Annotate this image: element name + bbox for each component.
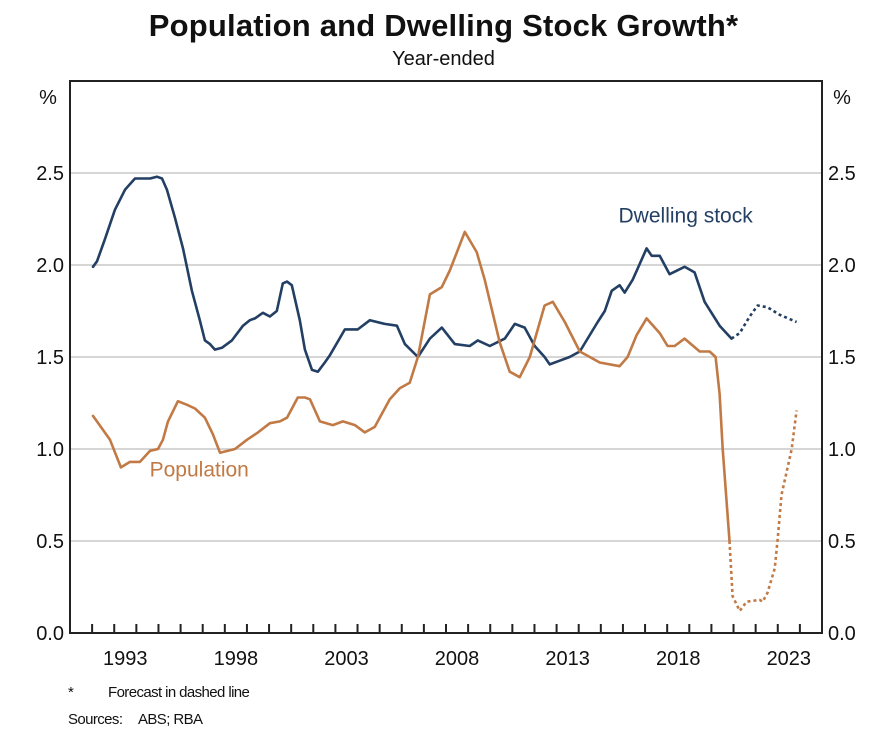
y-unit-left: % <box>39 87 57 109</box>
y-tick-label-left: 2.0 <box>36 255 64 277</box>
x-tick-label: 1998 <box>214 648 259 670</box>
x-tick-label: 2003 <box>324 648 369 670</box>
y-tick-label-right: 1.5 <box>828 347 856 369</box>
population-line <box>91 230 731 543</box>
x-tick-label: 2013 <box>545 648 590 670</box>
y-tick-label-right: 0.5 <box>828 531 856 553</box>
series-labels: Dwelling stock Population <box>150 205 754 482</box>
sources-text: ABS; RBA <box>138 711 203 728</box>
y-axis-left: 0.0 0.5 1.0 1.5 2.0 2.5 <box>36 163 64 645</box>
y-unit-right: % <box>833 87 851 109</box>
y-tick-label-right: 2.0 <box>828 255 856 277</box>
x-tick-label: 2008 <box>435 648 480 670</box>
footnote-forecast: * Forecast in dashed line <box>68 684 250 701</box>
footnote-text: Forecast in dashed line <box>108 684 250 701</box>
y-tick-label-left: 2.5 <box>36 163 64 185</box>
sources-label: Sources: <box>68 711 123 728</box>
population-forecast-line <box>728 410 798 613</box>
footnote-marker: * <box>68 684 74 701</box>
x-tick-label: 2023 <box>767 648 812 670</box>
y-tick-label-right: 1.0 <box>828 439 856 461</box>
x-tick-label: 1993 <box>103 648 148 670</box>
y-tick-label-left: 0.0 <box>36 623 64 645</box>
y-tick-label-right: 0.0 <box>828 623 856 645</box>
y-tick-label-left: 1.0 <box>36 439 64 461</box>
x-axis-ticks: 1993 1998 2003 2008 2013 2018 2023 <box>91 624 812 670</box>
footnote-sources: Sources: ABS; RBA <box>68 711 203 728</box>
gridlines <box>70 172 822 542</box>
y-tick-label-left: 0.5 <box>36 531 64 553</box>
population-label: Population <box>150 459 249 482</box>
x-tick-label: 2018 <box>656 648 701 670</box>
dwelling-stock-forecast-line <box>730 304 798 340</box>
y-axis-right: 0.0 0.5 1.0 1.5 2.0 2.5 <box>828 163 856 645</box>
dwelling-stock-label: Dwelling stock <box>619 205 754 228</box>
chart-title: Population and Dwelling Stock Growth* <box>148 8 739 43</box>
y-tick-label-left: 1.5 <box>36 347 64 369</box>
chart-subtitle: Year-ended <box>392 48 495 70</box>
dwelling-stock-line <box>91 175 733 373</box>
y-tick-label-right: 2.5 <box>828 163 856 185</box>
series-lines <box>91 175 798 613</box>
